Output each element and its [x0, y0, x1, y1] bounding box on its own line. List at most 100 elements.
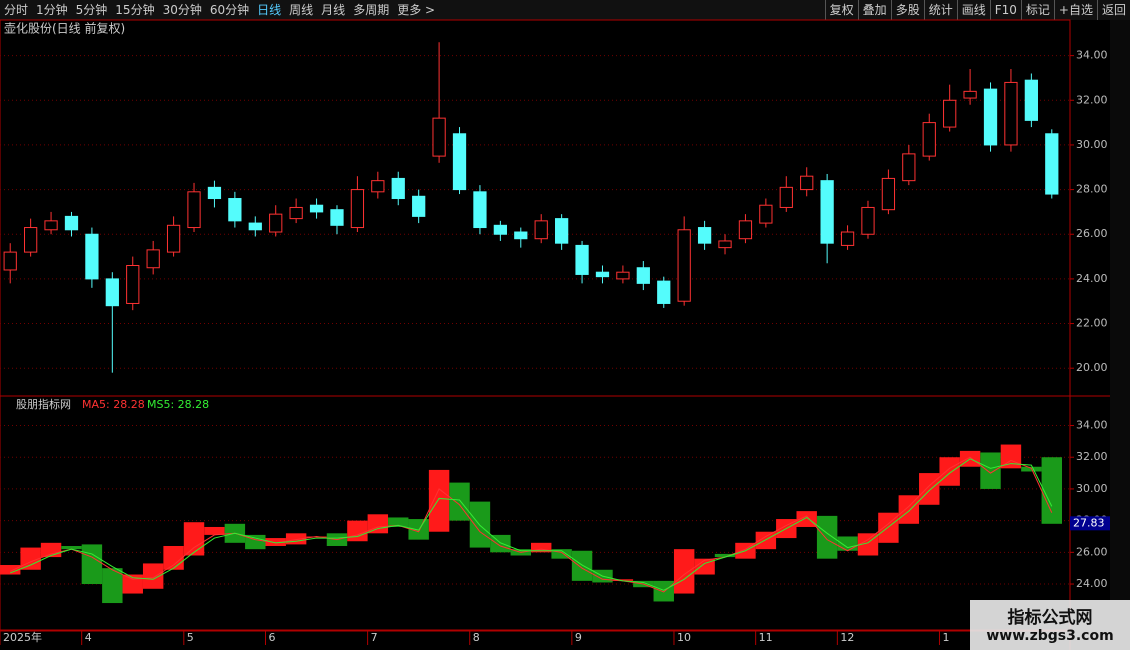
candle-body — [677, 229, 691, 302]
indicator-box — [939, 457, 960, 486]
candle-body — [575, 244, 589, 275]
candle-body — [657, 280, 671, 304]
candle-body — [371, 180, 385, 193]
candle-body — [902, 153, 916, 182]
toolbar-button[interactable]: 画线 — [956, 0, 990, 20]
y-tick-label: 24.00 — [1076, 272, 1108, 285]
candle-body — [44, 220, 58, 231]
candle-body — [963, 90, 977, 99]
candle-body — [207, 186, 222, 200]
candle-body — [289, 206, 303, 220]
toolbar-button[interactable]: 复权 — [824, 0, 858, 20]
candle-body — [534, 220, 548, 240]
watermark-url: www.zbgs3.com — [986, 628, 1114, 644]
indicator-box — [919, 473, 940, 505]
candle-body — [840, 231, 855, 246]
candle-body — [412, 195, 426, 217]
y-tick-label: 34.00 — [1076, 49, 1108, 62]
indicator-box — [673, 549, 695, 594]
x-tick-label: 6 — [269, 631, 276, 644]
watermark-title: 指标公式网 — [1007, 608, 1093, 628]
candle-body — [391, 177, 405, 200]
last-value-box — [1070, 516, 1110, 531]
indicator-box — [653, 580, 674, 602]
toolbar-button[interactable]: 返回 — [1096, 0, 1130, 20]
legend-entry: MS5: 28.28 — [147, 398, 209, 411]
toolbar-button[interactable]: 周线 — [289, 3, 314, 17]
toolbar-button[interactable]: 15分钟 — [115, 3, 155, 17]
candle-body — [330, 209, 344, 226]
x-tick-label: 7 — [371, 631, 378, 644]
indicator-box — [367, 514, 389, 534]
indicator-box — [898, 495, 920, 524]
indicator-box — [816, 515, 838, 559]
toolbar-button[interactable]: 叠加 — [857, 0, 891, 20]
toolbar-button[interactable]: 月线 — [321, 3, 346, 17]
candle-body — [881, 177, 896, 211]
toolbar-button[interactable]: 多股 — [890, 0, 924, 20]
y-tick-label: 30.00 — [1076, 482, 1108, 495]
last-value: 27.83 — [1073, 516, 1105, 529]
x-tick-label: 2025年 — [3, 630, 42, 644]
candle-body — [800, 175, 814, 191]
indicator-box — [0, 565, 21, 575]
x-tick-label: 11 — [759, 631, 773, 644]
toolbar-button[interactable]: 更多 > — [397, 3, 436, 17]
chart-title: 壶化股份(日线 前复权) — [4, 21, 125, 36]
candle-body — [85, 233, 99, 280]
indicator-box — [490, 534, 511, 553]
indicator-box — [837, 536, 858, 551]
toolbar-button[interactable]: 标记 — [1020, 0, 1054, 20]
candle-body — [555, 218, 569, 244]
toolbar-button[interactable]: 5分钟 — [75, 3, 108, 17]
candle-body — [228, 198, 242, 222]
watermark: 指标公式网 www.zbgs3.com — [970, 600, 1130, 650]
candle-body — [738, 220, 753, 240]
y-tick-label: 32.00 — [1076, 93, 1108, 106]
candle-body — [1045, 133, 1059, 195]
toolbar-button[interactable]: F10 — [989, 0, 1021, 20]
x-tick-label: 5 — [187, 631, 194, 644]
indicator-box — [694, 558, 715, 575]
candle-body — [248, 222, 262, 231]
toolbar: 分时 1分钟 5分钟 15分钟 30分钟 60分钟 日线 周线 月线 多周期 更多 > 复权 叠加 多股统… — [0, 0, 1130, 20]
candle-body — [105, 278, 119, 307]
indicator-box — [551, 549, 572, 559]
y-tick-label: 28.00 — [1076, 183, 1108, 196]
toolbar-button[interactable]: 多周期 — [353, 3, 390, 17]
toolbar-button[interactable]: 分时 — [4, 3, 29, 17]
y-tick-label: 24.00 — [1076, 577, 1108, 590]
candle-body — [452, 133, 467, 191]
candle-body — [166, 224, 181, 253]
indicator-box — [285, 533, 307, 545]
candle-body — [24, 227, 38, 253]
candle-body — [697, 227, 712, 244]
x-tick-label: 1 — [942, 631, 949, 644]
side-strip — [1110, 20, 1130, 630]
candle-body — [514, 231, 528, 240]
candle-body — [309, 204, 324, 213]
x-tick-label: 10 — [677, 631, 691, 644]
candle-body — [493, 224, 507, 235]
candle-body — [350, 189, 365, 229]
indicator-box — [388, 517, 409, 527]
indicator-box — [796, 511, 817, 527]
indicator-box — [531, 542, 552, 553]
toolbar-button[interactable]: 60分钟 — [209, 3, 250, 17]
toolbar-button[interactable]: 1分钟 — [36, 3, 68, 17]
indicator-box — [102, 568, 123, 604]
tool-buttons: 复权 叠加 多股 统计 画线 F10 标记 +自选 返回 — [824, 0, 1130, 20]
indicator-box — [163, 545, 184, 570]
toolbar-button[interactable]: 日线 — [257, 3, 282, 17]
indicator-box — [61, 545, 82, 550]
candle-body — [922, 122, 936, 157]
candle-body — [636, 267, 650, 284]
toolbar-button[interactable]: 统计 — [923, 0, 957, 20]
x-tick-label: 4 — [85, 631, 92, 644]
indicator-box — [265, 538, 286, 546]
candle-body — [718, 240, 732, 249]
toolbar-button[interactable]: +自选 — [1053, 0, 1097, 20]
toolbar-button[interactable]: 30分钟 — [162, 3, 202, 17]
